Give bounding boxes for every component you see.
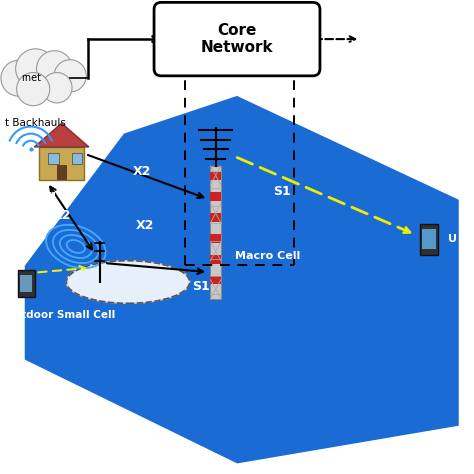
Bar: [210, 255, 221, 264]
Bar: [420, 224, 438, 255]
Circle shape: [54, 60, 86, 92]
Bar: [57, 165, 67, 180]
Bar: [18, 270, 35, 297]
Circle shape: [1, 60, 37, 96]
Circle shape: [42, 73, 72, 103]
Polygon shape: [34, 123, 89, 147]
Text: Outdoor Small Cell: Outdoor Small Cell: [5, 310, 115, 320]
Bar: [210, 276, 221, 284]
Text: S1: S1: [192, 280, 210, 293]
Bar: [39, 147, 84, 180]
Text: X2: X2: [53, 209, 71, 222]
Text: X2: X2: [133, 165, 151, 178]
Text: U: U: [448, 234, 457, 245]
Text: S1: S1: [273, 185, 291, 199]
Text: Core
Network: Core Network: [201, 23, 273, 55]
Text: rnet: rnet: [21, 73, 41, 83]
Bar: [210, 166, 221, 299]
Bar: [210, 192, 221, 201]
Circle shape: [36, 51, 73, 87]
Bar: [210, 172, 221, 180]
Bar: [210, 234, 221, 243]
Ellipse shape: [66, 261, 190, 303]
Text: mall Cell: mall Cell: [5, 191, 55, 202]
Text: X2: X2: [136, 219, 154, 232]
Circle shape: [16, 49, 55, 89]
Bar: [48, 153, 59, 164]
FancyBboxPatch shape: [154, 2, 320, 76]
Text: Macro Cell: Macro Cell: [235, 251, 300, 261]
Polygon shape: [24, 95, 460, 465]
Bar: [72, 153, 82, 164]
Text: t Backhauls: t Backhauls: [5, 118, 65, 128]
Bar: [422, 229, 436, 249]
Circle shape: [17, 73, 50, 106]
Bar: [20, 275, 32, 292]
Bar: [210, 213, 221, 222]
